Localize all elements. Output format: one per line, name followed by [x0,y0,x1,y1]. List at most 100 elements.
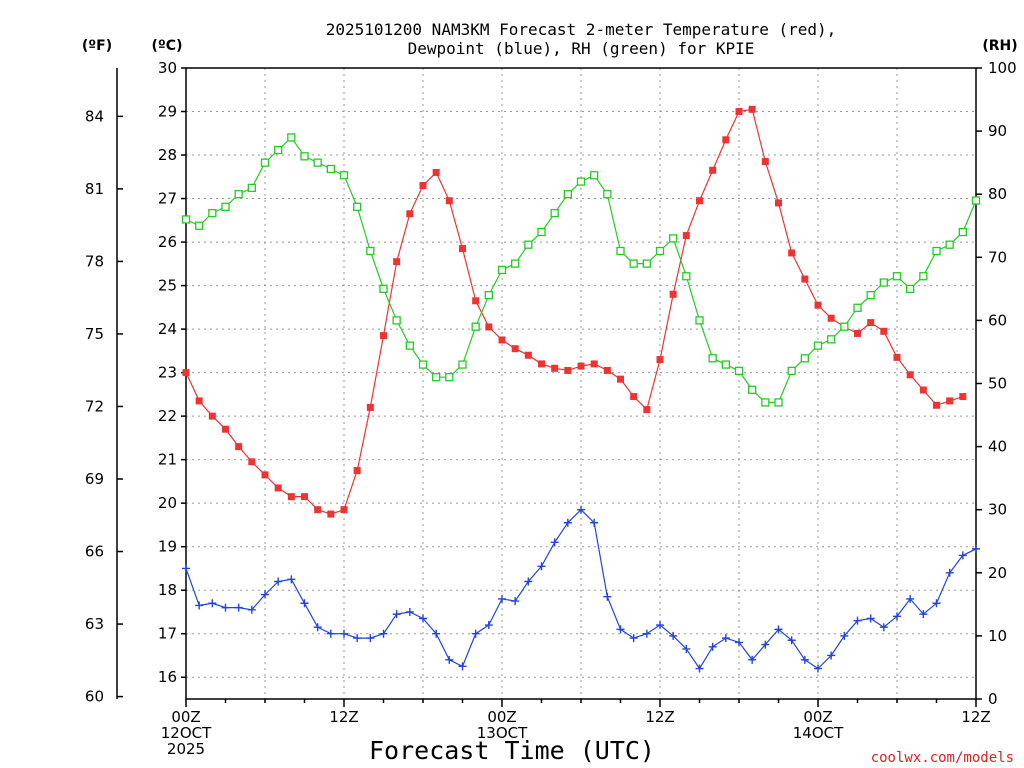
rh-point [563,190,572,199]
dewpoint-point [234,603,243,612]
rh-point [945,240,954,249]
celsius-tick-label: 21 [158,451,177,469]
dewpoint-point [629,634,638,643]
celsius-tick-label: 18 [158,581,177,599]
rh-point [181,215,191,224]
rh-point [300,152,309,161]
temperature-point [432,168,440,176]
temperature-point [327,510,335,518]
dewpoint-point [761,640,770,649]
dewpoint-point [879,623,888,632]
dewpoint-point [445,655,454,664]
rh-point [379,284,388,294]
temperature-point [314,506,322,514]
x-tick-label: 00Z [171,708,200,726]
rh-point [919,272,928,281]
temperature-point [669,290,677,298]
fahrenheit-tick-label: 84 [85,107,104,125]
dewpoint-point [208,599,217,608]
dewpoint-point [972,544,980,553]
rh-point [879,278,888,287]
rh-point [550,208,559,218]
celsius-tick-label: 23 [158,364,177,382]
dewpoint-point [866,614,875,623]
temperature-point [393,258,401,266]
rh-tick-label: 20 [988,564,1007,582]
dewpoint-point [919,610,928,619]
temperature-point [195,397,203,405]
rh-point [827,335,836,344]
temperature-point [709,166,717,174]
rh-point [287,133,296,142]
temperature-point [590,360,598,368]
temperature-point [406,210,414,218]
rh-point [576,177,586,186]
rh-point [392,316,401,325]
rh-point [405,341,414,350]
temperature-point [827,314,835,322]
rh-point [260,158,270,167]
dewpoint-point [247,605,256,614]
series [181,105,981,673]
rh-point [813,341,823,350]
temperature-point [340,506,348,514]
dewpoint-point [840,631,849,640]
fahrenheit-tick-label: 81 [85,180,104,198]
dewpoint-point [524,577,533,586]
celsius-tick-label: 29 [158,103,177,121]
dewpoint-point [261,590,269,599]
temperature-point [551,364,559,372]
rh-point [906,284,915,294]
rh-point [734,366,744,376]
temperature-point [366,403,374,411]
dewpoint-point [458,662,467,671]
dewpoint-point [471,629,480,638]
temperature-point [261,471,269,479]
temperature-point [485,323,493,331]
rh-point [353,202,362,211]
rh-point [484,291,493,300]
rh-point [432,373,441,382]
celsius-tick-label: 30 [158,59,177,77]
dewpoint-point [550,538,559,547]
dewpoint-point [195,601,204,610]
temperature-point [696,197,703,205]
celsius-tick-label: 17 [158,625,177,643]
celsius-tick-label: 19 [158,538,177,556]
rh-tick-label: 80 [988,185,1007,203]
temperature-point [682,232,690,240]
dewpoint-point [221,603,230,612]
rh-point [682,272,691,281]
rh-point [748,385,757,394]
temperature-point [906,371,914,379]
dewpoint-point [669,631,678,640]
temperature-point [854,329,861,337]
rh-unit-label: (RH) [982,38,1017,54]
fahrenheit-tick-label: 75 [85,325,104,343]
rh-point [669,234,678,243]
rh-point [208,208,217,218]
temperature-line [185,108,963,515]
fahrenheit-tick-label: 60 [85,688,104,706]
dewpoint-point [563,518,572,527]
temperature-point [564,366,572,374]
temperature-point [287,493,295,501]
rh-point [642,259,651,268]
rh-point [616,246,625,256]
dewpoint-point [721,634,730,643]
celsius-tick-label: 27 [158,190,177,208]
rh-tick-label: 90 [988,122,1007,140]
rh-point [866,291,875,300]
rh-point [537,227,546,237]
rh-point [655,246,665,256]
fahrenheit-tick-label: 78 [85,252,104,270]
temperature-point [182,369,190,377]
dewpoint-point [656,621,664,630]
rh-point [313,158,322,167]
rh-point [840,322,849,331]
temperature-point [472,297,480,305]
rh-point [853,303,862,312]
temperature-point [222,425,229,433]
fahrenheit-tick-label: 72 [85,397,104,415]
